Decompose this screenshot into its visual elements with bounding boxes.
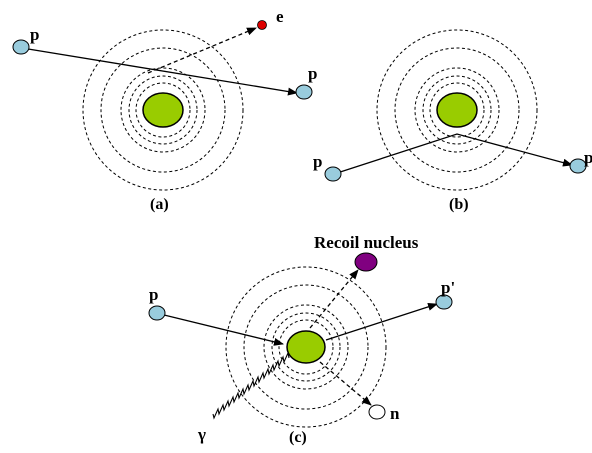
outgoing-proton-label-c: p' xyxy=(441,278,455,297)
incoming-proton-c xyxy=(148,305,166,321)
electron-shells-c xyxy=(225,266,387,428)
outgoing-proton-c xyxy=(435,294,453,310)
proton-track-a xyxy=(21,47,298,96)
caption-b: (b) xyxy=(449,196,469,213)
electron-shells-a xyxy=(82,29,244,191)
electron-track-a xyxy=(147,27,257,74)
proton-track-b xyxy=(333,133,573,175)
panel-c: p p' Recoil nucleus n γ (c) xyxy=(148,233,455,446)
neutron-track xyxy=(319,361,372,406)
electron-label: e xyxy=(276,7,284,26)
outgoing-proton-a xyxy=(295,84,313,100)
outgoing-proton-label-a: p xyxy=(308,64,317,83)
incoming-proton-b xyxy=(324,166,342,182)
proton-track-out-c xyxy=(325,302,438,341)
nucleus-c xyxy=(286,330,326,364)
incoming-proton-a xyxy=(12,39,30,55)
outgoing-proton-label-b: p xyxy=(584,148,592,167)
recoil-nucleus xyxy=(354,252,378,272)
recoil-track xyxy=(309,269,359,329)
gamma-label: γ xyxy=(197,425,206,444)
incoming-proton-label-c: p xyxy=(149,285,158,304)
incoming-proton-label-b: p xyxy=(313,152,322,171)
outgoing-proton-b xyxy=(569,158,587,174)
neutron xyxy=(368,404,386,420)
neutron-label: n xyxy=(390,404,400,423)
nucleus-b xyxy=(436,92,478,128)
panel-b: p p (b) xyxy=(313,29,592,213)
ejected-electron xyxy=(257,20,267,30)
caption-a: (a) xyxy=(150,196,169,213)
proton-track-in-c xyxy=(159,313,284,346)
electron-shells-b xyxy=(376,29,538,191)
gamma-ray-wave xyxy=(212,351,290,420)
incoming-proton-label-a: p xyxy=(30,25,39,44)
recoil-nucleus-label: Recoil nucleus xyxy=(314,233,419,252)
caption-c: (c) xyxy=(289,429,307,446)
panel-a: p p e (a) xyxy=(12,7,317,213)
nucleus-a xyxy=(142,92,184,128)
